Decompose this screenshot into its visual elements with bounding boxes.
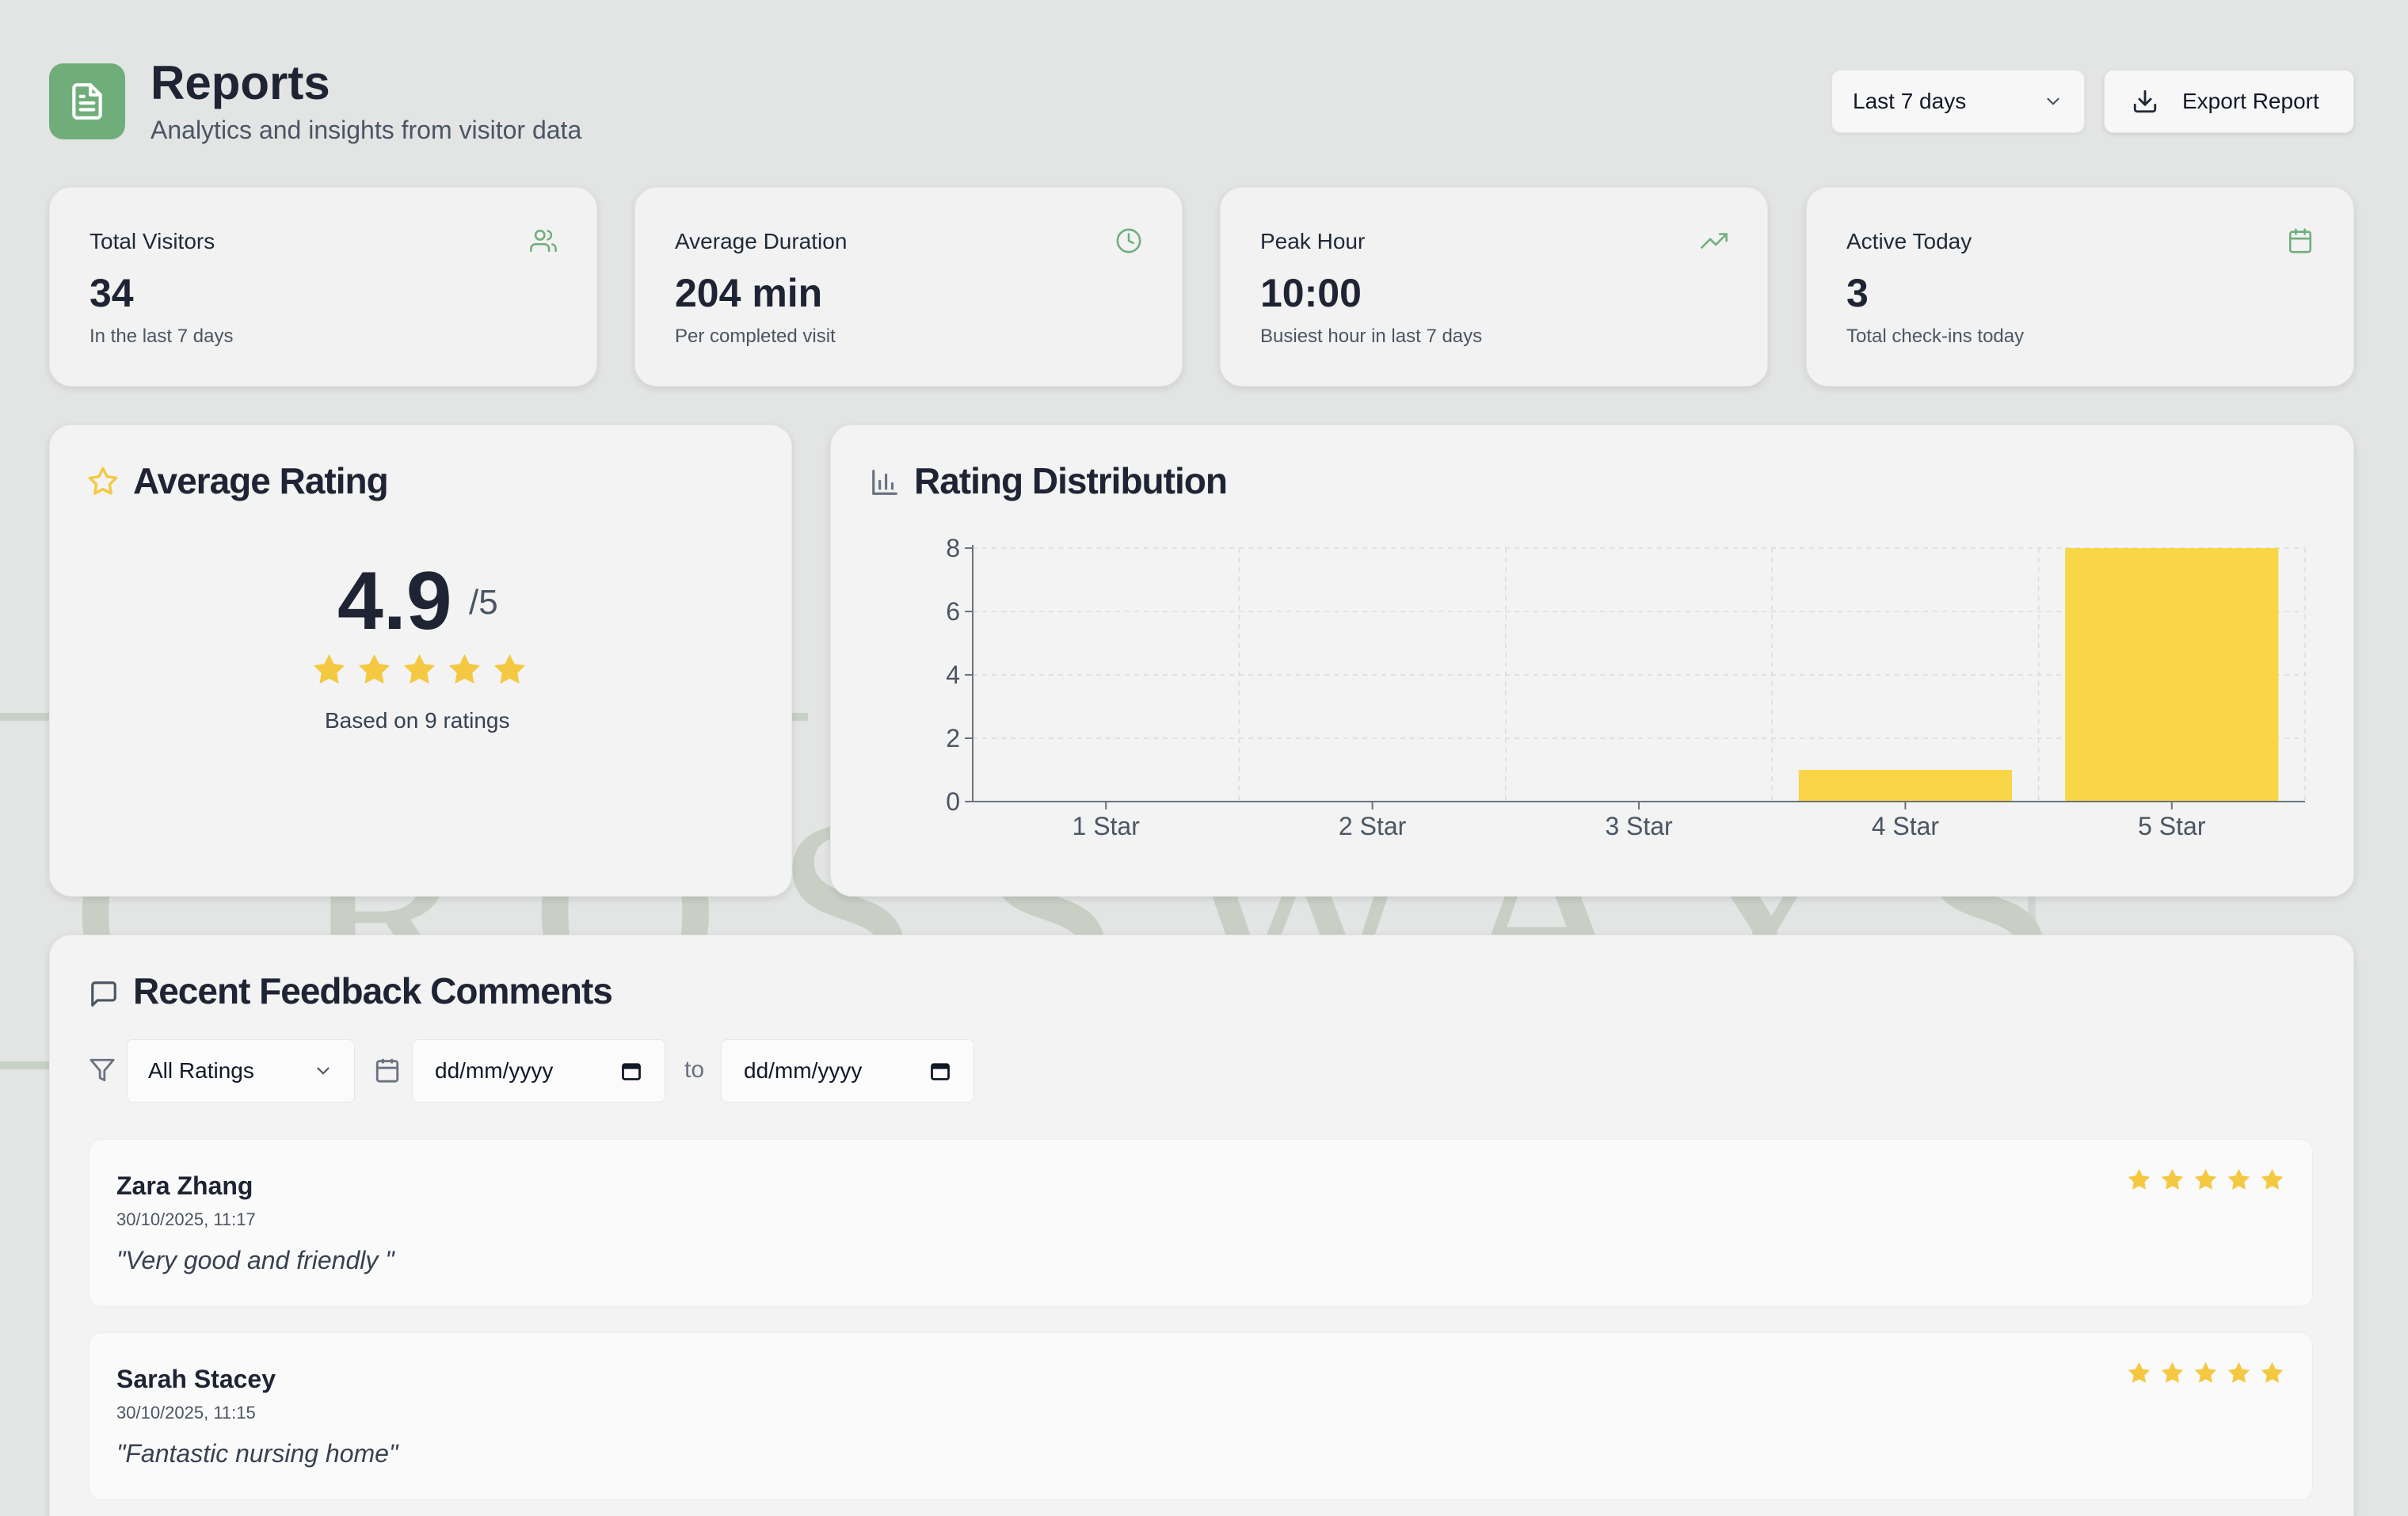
report-document-icon <box>72 83 102 120</box>
chevron-down-icon <box>317 1067 330 1075</box>
stat-label: Active Today <box>1846 229 1972 253</box>
stat-label: Total Visitors <box>90 229 215 253</box>
y-tick-label: 6 <box>946 597 960 626</box>
filter-icon <box>90 1058 115 1082</box>
users-icon <box>530 229 557 253</box>
stat-subtext: Busiest hour in last 7 days <box>1260 326 1483 347</box>
stat-subtext: Per completed visit <box>675 326 836 347</box>
comment-date: 30/10/2025, 11:15 <box>116 1403 256 1423</box>
calendar-icon <box>375 1058 399 1083</box>
star-filled-icon <box>2161 1168 2184 1190</box>
trending-up-icon <box>1701 233 1728 249</box>
download-icon <box>2133 90 2157 113</box>
star-filled-icon <box>2128 1168 2151 1190</box>
star-filled-icon <box>2261 1168 2284 1190</box>
calendar-picker-icon[interactable] <box>929 1060 951 1082</box>
x-tick-label: 5 Star <box>2138 812 2206 840</box>
stat-label: Peak Hour <box>1260 229 1366 253</box>
star-filled-icon <box>2227 1168 2250 1190</box>
date-range-value: Last 7 days <box>1853 89 1967 113</box>
date-range-select[interactable]: Last 7 days <box>1831 70 2085 133</box>
rating-distribution-chart: 0 2 4 6 8 1 Star 2 Star 3 Star 4 Star 5 Star <box>946 534 2306 840</box>
star-filled-icon <box>358 653 391 684</box>
x-tick-label: 1 Star <box>1073 812 1141 840</box>
star-filled-icon <box>2227 1362 2250 1383</box>
date-from-input[interactable]: dd/mm/yyyy <box>412 1039 665 1103</box>
stat-label: Average Duration <box>675 229 848 253</box>
rating-filter-value: All Ratings <box>148 1058 254 1083</box>
clock-icon <box>1116 228 1141 253</box>
y-tick-label: 4 <box>946 661 960 689</box>
reports-logo <box>49 63 125 139</box>
comment-date: 30/10/2025, 11:17 <box>116 1209 256 1229</box>
stat-value: 34 <box>90 271 134 315</box>
stat-card-average-duration: Average Duration 204 min Per completed v… <box>634 187 1183 387</box>
chart-bar <box>2065 548 2279 802</box>
x-tick-label: 4 Star <box>1872 812 1940 840</box>
average-rating-title: Average Rating <box>133 460 389 501</box>
calendar-icon <box>2288 228 2312 253</box>
x-tick-label: 3 Star <box>1605 812 1673 840</box>
recent-feedback-title: Recent Feedback Comments <box>133 970 613 1011</box>
stat-card-total-visitors: Total Visitors 34 In the last 7 days <box>49 187 597 387</box>
chart-bar <box>1798 770 2012 802</box>
star-filled-icon <box>2194 1362 2217 1383</box>
message-square-icon <box>91 981 116 1007</box>
rating-distribution-title: Rating Distribution <box>914 460 1228 501</box>
bar-chart-icon <box>872 470 897 495</box>
comment-stars <box>2126 1167 2285 1193</box>
feedback-comment: Sarah Stacey 30/10/2025, 11:15 "Fantasti… <box>89 1332 2313 1500</box>
stat-value: 3 <box>1846 271 1869 315</box>
star-filled-icon <box>2128 1362 2151 1383</box>
stat-card-peak-hour: Peak Hour 10:00 Busiest hour in last 7 d… <box>1220 187 1768 387</box>
ratings-count: Based on 9 ratings <box>325 708 510 733</box>
export-report-label: Export Report <box>2182 89 2319 113</box>
calendar-picker-icon[interactable] <box>620 1060 642 1082</box>
star-filled-icon <box>2194 1168 2217 1190</box>
comment-text: "Fantastic nursing home" <box>116 1439 398 1468</box>
star-filled-icon <box>403 653 436 684</box>
y-tick-label: 2 <box>946 724 960 752</box>
star-filled-icon <box>493 653 526 684</box>
date-to-input[interactable]: dd/mm/yyyy <box>721 1039 974 1103</box>
stat-value: 10:00 <box>1260 271 1362 315</box>
export-report-button[interactable]: Export Report <box>2104 70 2354 133</box>
stat-subtext: In the last 7 days <box>90 326 234 347</box>
star-filled-icon <box>448 653 481 684</box>
comment-stars <box>2126 1360 2285 1386</box>
comment-text: "Very good and friendly " <box>116 1246 394 1274</box>
average-rating-stars <box>311 651 528 688</box>
stat-card-active-today: Active Today 3 Total check-ins today <box>1806 187 2354 387</box>
star-filled-icon <box>2161 1362 2184 1383</box>
feedback-comment: Zara Zhang 30/10/2025, 11:17 "Very good … <box>89 1139 2313 1307</box>
rating-filter-select[interactable]: All Ratings <box>127 1039 355 1103</box>
stat-value: 204 min <box>675 271 823 315</box>
stat-subtext: Total check-ins today <box>1846 326 2025 347</box>
star-outline-icon <box>88 467 118 495</box>
x-tick-label: 2 Star <box>1339 812 1407 840</box>
comment-author: Zara Zhang <box>116 1171 253 1200</box>
date-to-placeholder: dd/mm/yyyy <box>744 1058 863 1083</box>
y-tick-label: 8 <box>946 534 960 562</box>
y-tick-label: 0 <box>946 787 960 816</box>
page-title: Reports <box>150 56 330 109</box>
star-filled-icon <box>2261 1362 2284 1383</box>
rating-out-of: /5 <box>469 583 498 622</box>
date-from-placeholder: dd/mm/yyyy <box>435 1058 554 1083</box>
page-subtitle: Analytics and insights from visitor data <box>150 116 582 144</box>
comment-author: Sarah Stacey <box>116 1365 276 1393</box>
date-range-to-label: to <box>684 1057 705 1083</box>
chevron-down-icon <box>2047 97 2059 105</box>
star-filled-icon <box>313 653 345 684</box>
average-rating-value: 4.9 <box>337 555 452 647</box>
